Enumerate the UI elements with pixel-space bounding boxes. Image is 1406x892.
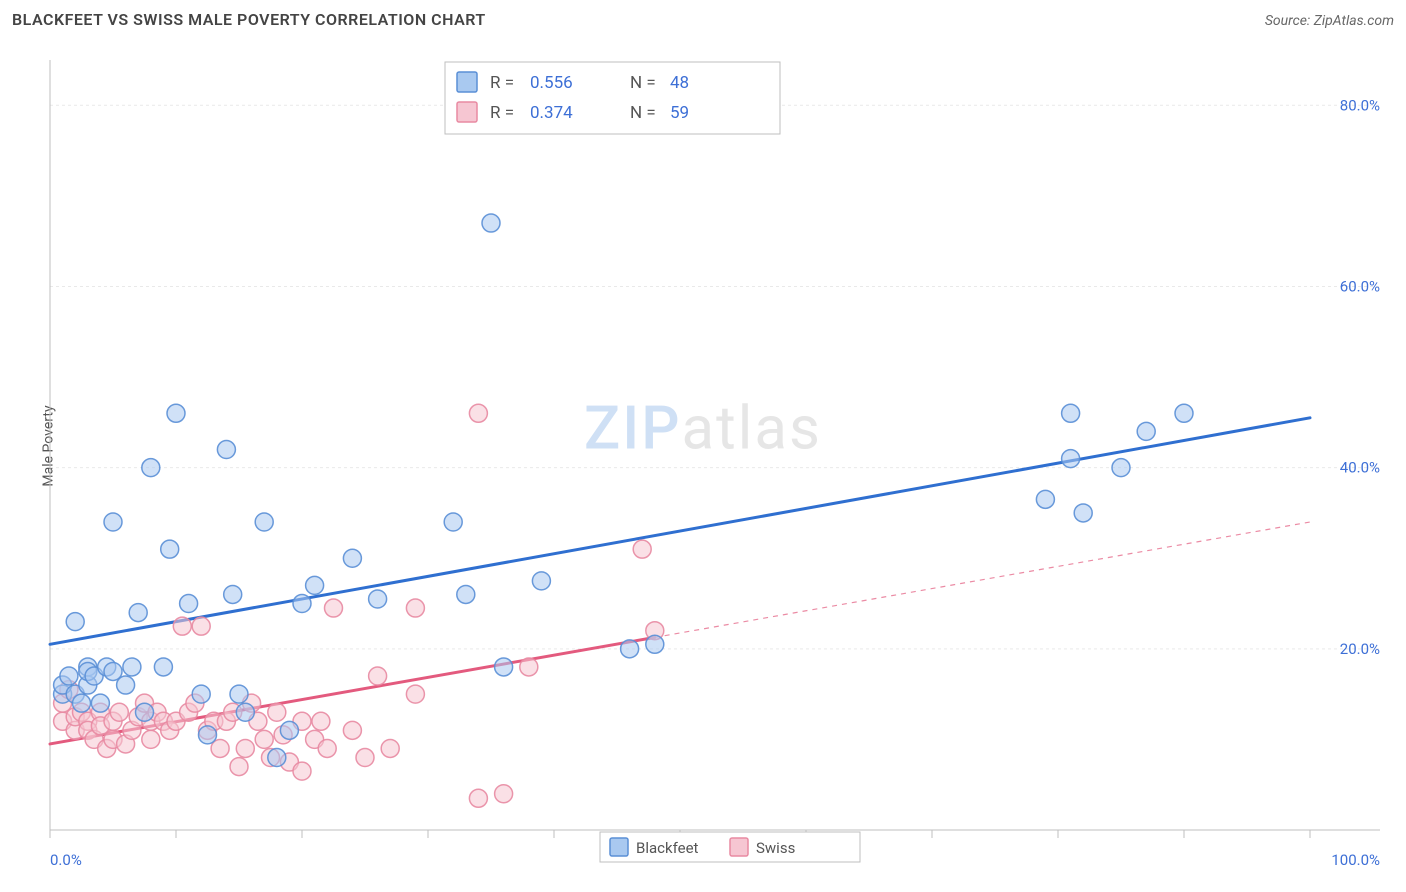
scatter-point-blackfeet — [1074, 504, 1092, 522]
scatter-point-blackfeet — [60, 667, 78, 685]
scatter-point-blackfeet — [1137, 422, 1155, 440]
scatter-point-blackfeet — [482, 214, 500, 232]
scatter-point-blackfeet — [154, 658, 172, 676]
scatter-point-swiss — [406, 599, 424, 617]
scatter-point-blackfeet — [224, 585, 242, 603]
stats-legend-r-label: R = — [490, 73, 514, 93]
scatter-point-blackfeet — [255, 513, 273, 531]
scatter-point-blackfeet — [369, 590, 387, 608]
scatter-point-blackfeet — [293, 595, 311, 613]
scatter-point-swiss — [236, 739, 254, 757]
stats-legend-swatch — [457, 102, 477, 122]
scatter-point-blackfeet — [192, 685, 210, 703]
scatter-point-blackfeet — [646, 635, 664, 653]
scatter-point-swiss — [255, 730, 273, 748]
scatter-point-blackfeet — [621, 640, 639, 658]
scatter-point-blackfeet — [1062, 450, 1080, 468]
scatter-point-blackfeet — [444, 513, 462, 531]
source-attribution: Source: ZipAtlas.com — [1265, 13, 1394, 29]
scatter-point-blackfeet — [136, 703, 154, 721]
scatter-point-blackfeet — [66, 613, 84, 631]
scatter-point-blackfeet — [167, 404, 185, 422]
scatter-point-swiss — [469, 789, 487, 807]
stats-legend-swatch — [457, 72, 477, 92]
scatter-point-blackfeet — [343, 549, 361, 567]
scatter-point-blackfeet — [1175, 404, 1193, 422]
scatter-chart: 0.0% 100.0% 20.0% 40.0% 60.0% 80.0% R = 0.556 N… — [0, 40, 1406, 892]
y-tick-label: 60.0% — [1340, 277, 1380, 295]
scatter-point-blackfeet — [306, 576, 324, 594]
scatter-point-blackfeet — [1062, 404, 1080, 422]
scatter-point-blackfeet — [230, 685, 248, 703]
y-tick-label: 20.0% — [1340, 640, 1380, 658]
stats-legend-r-value: 0.374 — [530, 103, 573, 123]
stats-legend-n-value: 59 — [670, 103, 689, 123]
scatter-point-blackfeet — [117, 676, 135, 694]
scatter-point-swiss — [520, 658, 538, 676]
scatter-point-blackfeet — [457, 585, 475, 603]
scatter-point-swiss — [312, 712, 330, 730]
regression-line-blackfeet — [50, 418, 1310, 644]
x-tick-label: 0.0% — [50, 851, 82, 869]
y-tick-label: 40.0% — [1340, 459, 1380, 477]
scatter-point-blackfeet — [268, 749, 286, 767]
axis-legend-label: Swiss — [756, 839, 795, 857]
scatter-point-blackfeet — [1112, 459, 1130, 477]
scatter-point-swiss — [495, 785, 513, 803]
stats-legend-n-label: N = — [630, 103, 656, 123]
scatter-point-blackfeet — [217, 441, 235, 459]
scatter-point-swiss — [343, 721, 361, 739]
stats-legend-r-label: R = — [490, 103, 514, 123]
scatter-point-blackfeet — [123, 658, 141, 676]
scatter-point-blackfeet — [129, 604, 147, 622]
scatter-point-swiss — [230, 758, 248, 776]
scatter-point-swiss — [469, 404, 487, 422]
chart-title: BLACKFEET VS SWISS MALE POVERTY CORRELAT… — [12, 10, 486, 29]
axis-legend-swatch — [730, 838, 748, 856]
scatter-point-swiss — [110, 703, 128, 721]
scatter-point-swiss — [633, 540, 651, 558]
stats-legend-n-label: N = — [630, 73, 656, 93]
scatter-point-blackfeet — [236, 703, 254, 721]
scatter-point-blackfeet — [104, 513, 122, 531]
scatter-point-swiss — [192, 617, 210, 635]
scatter-point-swiss — [356, 749, 374, 767]
scatter-point-swiss — [293, 762, 311, 780]
scatter-point-swiss — [268, 703, 286, 721]
scatter-point-swiss — [318, 739, 336, 757]
x-tick-label: 100.0% — [1331, 851, 1380, 869]
regression-line-swiss-dashed — [655, 522, 1310, 637]
axis-legend-swatch — [610, 838, 628, 856]
scatter-point-swiss — [381, 739, 399, 757]
scatter-point-blackfeet — [180, 595, 198, 613]
scatter-point-blackfeet — [142, 459, 160, 477]
stats-legend-n-value: 48 — [670, 73, 689, 93]
scatter-point-swiss — [142, 730, 160, 748]
scatter-point-blackfeet — [1036, 490, 1054, 508]
scatter-point-swiss — [173, 617, 191, 635]
scatter-point-blackfeet — [280, 721, 298, 739]
scatter-point-blackfeet — [199, 726, 217, 744]
scatter-point-swiss — [406, 685, 424, 703]
scatter-point-blackfeet — [495, 658, 513, 676]
scatter-point-blackfeet — [161, 540, 179, 558]
y-tick-label: 80.0% — [1340, 96, 1380, 114]
axis-legend-label: Blackfeet — [636, 839, 699, 857]
scatter-point-swiss — [325, 599, 343, 617]
scatter-point-blackfeet — [73, 694, 91, 712]
scatter-point-swiss — [369, 667, 387, 685]
scatter-point-blackfeet — [91, 694, 109, 712]
scatter-point-blackfeet — [532, 572, 550, 590]
stats-legend-r-value: 0.556 — [530, 73, 573, 93]
